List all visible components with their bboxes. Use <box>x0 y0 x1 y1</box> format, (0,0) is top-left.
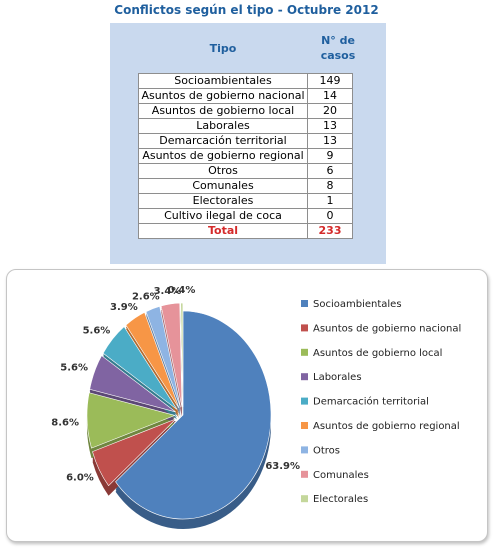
header-casos-line1: N° de <box>321 34 355 47</box>
data-label: 3.4% <box>154 286 182 297</box>
table-row: Cultivo ilegal de coca 0 <box>138 208 353 224</box>
legend-label: Electorales <box>313 494 368 505</box>
table-row: Otros 6 <box>138 163 353 179</box>
pie-slice <box>160 302 183 408</box>
casos-cell: 6 <box>307 163 353 179</box>
chart-panel: 63.9% 6.0% 8.6% 5.6% 5.6% 3.9% 2.6% 3.4% 0.4% Soc… <box>6 269 488 542</box>
table-row: Socioambientales 149 <box>138 73 353 89</box>
pie-slice <box>102 326 178 410</box>
table-row: Asuntos de gobierno regional 9 <box>138 148 353 164</box>
legend-label: Laborales <box>313 372 362 383</box>
casos-cell: 20 <box>307 103 353 119</box>
header-casos-line2: casos <box>320 49 356 62</box>
tipo-cell: Asuntos de gobierno regional <box>138 148 308 164</box>
tipo-cell: Comunales <box>138 178 308 194</box>
casos-cell: 0 <box>307 208 353 224</box>
tipo-cell: Cultivo ilegal de coca <box>138 208 308 224</box>
header-tipo: Tipo <box>209 42 237 55</box>
casos-cell: 13 <box>307 118 353 134</box>
casos-cell: 8 <box>307 178 353 194</box>
data-label: 63.9% <box>265 461 300 472</box>
legend-swatch <box>301 300 308 307</box>
legend-label: Asuntos de gobierno nacional <box>313 323 461 334</box>
table-row: Demarcación territorial 13 <box>138 133 353 149</box>
page-title: Conflictos según el tipo - Octubre 2012 <box>114 3 379 17</box>
legend-label: Asuntos de gobierno regional <box>313 421 460 432</box>
data-label: 3.9% <box>110 302 138 313</box>
data-label: 5.6% <box>60 362 88 373</box>
legend-swatch <box>301 446 308 454</box>
pie-slice <box>125 311 180 409</box>
legend-swatch <box>301 422 308 429</box>
data-label: 6.0% <box>66 472 94 483</box>
legend-swatch <box>301 397 308 405</box>
tipo-cell: Electorales <box>138 193 308 209</box>
legend-swatch <box>301 495 308 503</box>
tipo-cell: Laborales <box>138 118 308 134</box>
legend-label: Asuntos de gobierno local <box>313 348 442 359</box>
tipo-cell: Otros <box>138 163 308 179</box>
legend-swatch <box>301 324 308 332</box>
total-row: Total 233 <box>138 223 353 239</box>
pie-chart: 63.9% 6.0% 8.6% 5.6% 5.6% 3.9%2.6%3.4%0.4% Soc… <box>51 285 461 529</box>
tipo-cell: Socioambientales <box>138 73 308 89</box>
table-row: Laborales 13 <box>138 118 353 134</box>
legend-label: Demarcación territorial <box>313 396 429 408</box>
table-row: Electorales 1 <box>138 193 353 209</box>
legend-swatch <box>301 470 308 478</box>
tipo-cell: Asuntos de gobierno local <box>138 103 308 119</box>
data-label: 2.6% <box>132 291 160 302</box>
data-label: 0.4% <box>168 285 196 296</box>
table-row: Asuntos de gobierno nacional 14 <box>138 88 353 104</box>
pie-slice <box>180 302 184 408</box>
tipo-cell: Asuntos de gobierno nacional <box>138 88 308 104</box>
casos-cell: 9 <box>307 148 353 164</box>
legend-label: Comunales <box>313 470 369 481</box>
casos-cell: 149 <box>307 73 353 89</box>
pie-slice <box>145 305 181 408</box>
legend-label: Socioambientales <box>313 299 402 310</box>
legend-swatch <box>301 348 308 356</box>
data-label: 8.6% <box>51 417 79 428</box>
casos-cell: 1 <box>307 193 353 209</box>
data-label: 5.6% <box>83 325 111 336</box>
table-row: Comunales 8 <box>138 178 353 194</box>
casos-cell: 13 <box>307 133 353 149</box>
legend-swatch <box>301 373 308 381</box>
total-label: Total <box>138 223 308 239</box>
casos-cell: 14 <box>307 88 353 104</box>
pie-slice <box>115 310 272 520</box>
pie-slice <box>92 418 177 487</box>
pie-slice <box>86 392 176 449</box>
tipo-cell: Demarcación territorial <box>138 133 308 149</box>
cases-table: Socioambientales 149 Asuntos de gobierno n… <box>138 73 353 239</box>
pie-slice <box>89 355 176 413</box>
cases-table-panel: Tipo N° de casos Socioambientales 149 Asun… <box>110 23 386 264</box>
table-row: Asuntos de gobierno local 20 <box>138 103 353 119</box>
total-value: 233 <box>307 223 353 239</box>
legend-label: Otros <box>313 445 340 456</box>
